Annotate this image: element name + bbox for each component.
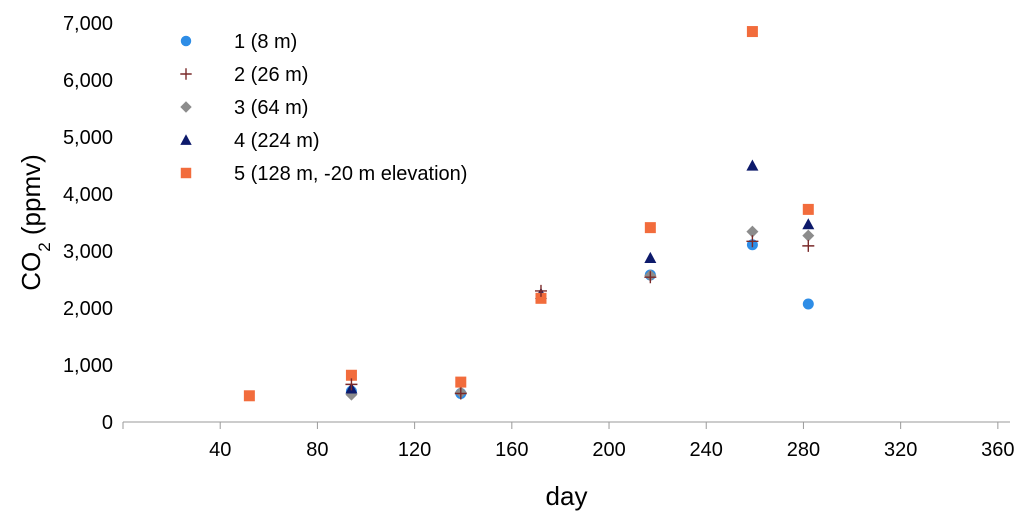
- data-point-diamond: [746, 225, 759, 238]
- legend-marker-square: [180, 167, 192, 179]
- data-point-plus: [345, 378, 358, 391]
- data-point-triangle: [644, 251, 657, 263]
- data-points: [243, 26, 815, 402]
- axes: [122, 421, 1010, 429]
- data-point-square: [455, 376, 467, 388]
- x-tick-label: 320: [884, 439, 917, 461]
- data-point-triangle: [802, 218, 815, 230]
- y-tick-label: 5,000: [63, 127, 113, 149]
- y-axis-title: CO2 (ppmv): [16, 154, 54, 291]
- x-tick-label: 280: [787, 439, 820, 461]
- x-tick-label: 40: [209, 439, 231, 461]
- y-axis-title-main: CO: [16, 252, 46, 291]
- data-point-circle: [802, 298, 814, 310]
- data-point-square: [535, 292, 547, 304]
- y-tick-label: 3,000: [63, 241, 113, 263]
- data-point-diamond: [802, 229, 815, 242]
- y-axis-title-subscript: 2: [35, 242, 54, 251]
- data-point-square: [345, 369, 357, 381]
- data-point-plus: [644, 271, 657, 284]
- data-point-square: [243, 390, 255, 402]
- legend-marker-plus: [180, 68, 192, 80]
- data-point-plus: [802, 239, 815, 252]
- x-tick-label: 160: [495, 439, 528, 461]
- legend-label: 4 (224 m): [234, 130, 320, 152]
- x-tick-label: 240: [690, 439, 723, 461]
- x-tick-label: 120: [398, 439, 431, 461]
- x-tick-label: 80: [306, 439, 328, 461]
- tick-labels: 40 80 120 160 200 240 280 320 360 0 1,000 2,000 3,00…: [63, 13, 1015, 461]
- y-tick-label: 7,000: [63, 13, 113, 35]
- y-tick-label: 1,000: [63, 355, 113, 377]
- legend-label: 3 (64 m): [234, 97, 308, 119]
- y-tick-label: 6,000: [63, 70, 113, 92]
- axis-titles: day CO2 (ppmv): [16, 154, 587, 511]
- y-tick-label: 4,000: [63, 184, 113, 206]
- data-point-plus: [454, 387, 467, 400]
- y-tick-label: 2,000: [63, 298, 113, 320]
- legend-marker-circle: [180, 35, 192, 47]
- y-axis-title-tail: (ppmv): [16, 154, 46, 242]
- x-axis-title: day: [546, 481, 588, 511]
- data-point-triangle: [746, 159, 759, 171]
- data-point-square: [802, 203, 814, 215]
- x-tick-label: 200: [592, 439, 625, 461]
- x-tick-label: 360: [981, 439, 1014, 461]
- legend-label: 2 (26 m): [234, 64, 308, 86]
- data-point-plus: [534, 284, 547, 297]
- data-point-plus: [746, 235, 759, 248]
- data-point-square: [644, 222, 656, 234]
- legend-marker-diamond: [180, 101, 192, 113]
- data-point-square: [746, 26, 758, 38]
- legend-label: 1 (8 m): [234, 31, 297, 53]
- legend: 1 (8 m) 2 (26 m) 3 (64 m) 4 (224 m) 5 (128 m…: [180, 31, 467, 185]
- legend-marker-triangle: [180, 134, 192, 145]
- y-tick-label: 0: [102, 412, 113, 434]
- legend-label: 5 (128 m, -20 m elevation): [234, 163, 467, 185]
